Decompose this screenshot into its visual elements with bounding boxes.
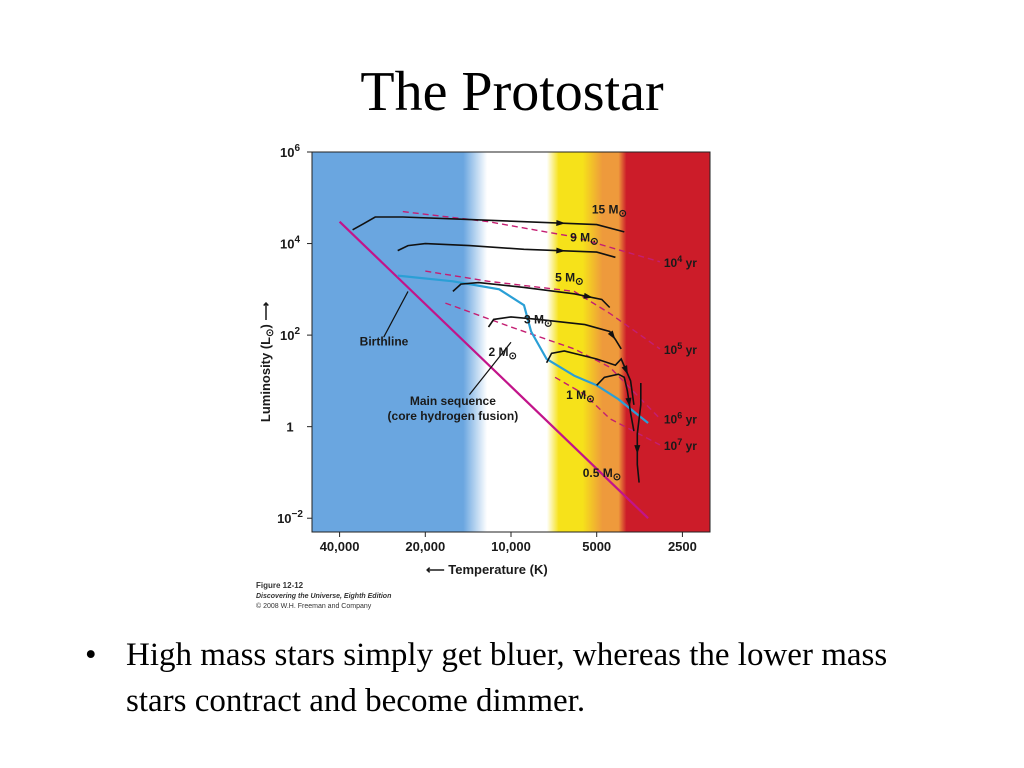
bullet-text: High mass stars simply get bluer, wherea…	[126, 637, 888, 719]
track-label-6: 0.5 M⊙	[583, 466, 621, 483]
main-sequence-sublabel: (core hydrogen fusion)	[388, 409, 519, 423]
track-line-4	[545, 350, 635, 405]
track-label-0: 15 M⊙	[592, 203, 627, 220]
track-arrow-1	[556, 247, 566, 254]
track-line-6	[636, 383, 642, 483]
figure-copyright: © 2008 W.H. Freeman and Company	[256, 602, 372, 610]
x-tick-label-3: 5000	[582, 539, 611, 554]
x-axis-label: ⟵ Temperature (K)	[426, 562, 548, 577]
y-tick-label-4: 10−2	[277, 509, 303, 526]
hr-diagram-figure: 104 yr 105 yr 106 yr 107 yr 15 M⊙ 9 M⊙ 5 M⊙ 3 M…	[240, 140, 740, 625]
birthline-label: Birthline	[360, 334, 409, 348]
x-tick-label-4: 2500	[668, 539, 697, 554]
track-line-1	[397, 242, 616, 259]
track-arrow-3	[607, 330, 616, 340]
isochrone-line-3	[554, 376, 661, 446]
x-tick-label-2: 10,000	[491, 539, 531, 554]
isochrone-label-1: 105 yr	[664, 341, 697, 357]
isochrone-label-2: 106 yr	[664, 411, 697, 427]
isochrone-label-3: 107 yr	[664, 437, 697, 453]
isochrone-line-1	[425, 270, 661, 350]
main-sequence-pointer	[468, 341, 512, 396]
main-sequence-label: Main sequence	[410, 394, 496, 408]
bullet-marker: •	[85, 637, 97, 673]
track-line-0	[352, 216, 625, 233]
y-axis-label: Luminosity (L⊙) ⟶	[258, 302, 276, 423]
x-tick-label-0: 40,000	[320, 539, 360, 554]
track-arrow-4	[621, 365, 628, 375]
figure-book: Discovering the Universe, Eighth Edition	[256, 593, 391, 600]
y-tick-label-3: 1	[286, 420, 293, 435]
y-tick-label-0: 106	[280, 143, 300, 160]
track-arrow-0	[556, 220, 566, 226]
slide-title: The Protostar	[360, 61, 664, 123]
main-sequence-line	[338, 220, 649, 519]
track-line-5	[596, 373, 635, 432]
track-line-2	[452, 281, 611, 309]
track-arrow-5	[625, 397, 632, 407]
isochrone-label-0: 104 yr	[664, 254, 697, 270]
figure-number: Figure 12-12	[256, 581, 304, 590]
y-tick-label-2: 102	[280, 326, 300, 343]
birthline-curve	[397, 274, 649, 424]
y-tick-label-1: 104	[280, 235, 300, 252]
track-arrow-2	[583, 292, 593, 299]
x-tick-label-1: 20,000	[405, 539, 445, 554]
isochrone-line-0	[402, 210, 661, 263]
track-arrow-6	[634, 445, 641, 455]
birthline-pointer	[383, 291, 409, 338]
plot-background	[311, 151, 711, 533]
